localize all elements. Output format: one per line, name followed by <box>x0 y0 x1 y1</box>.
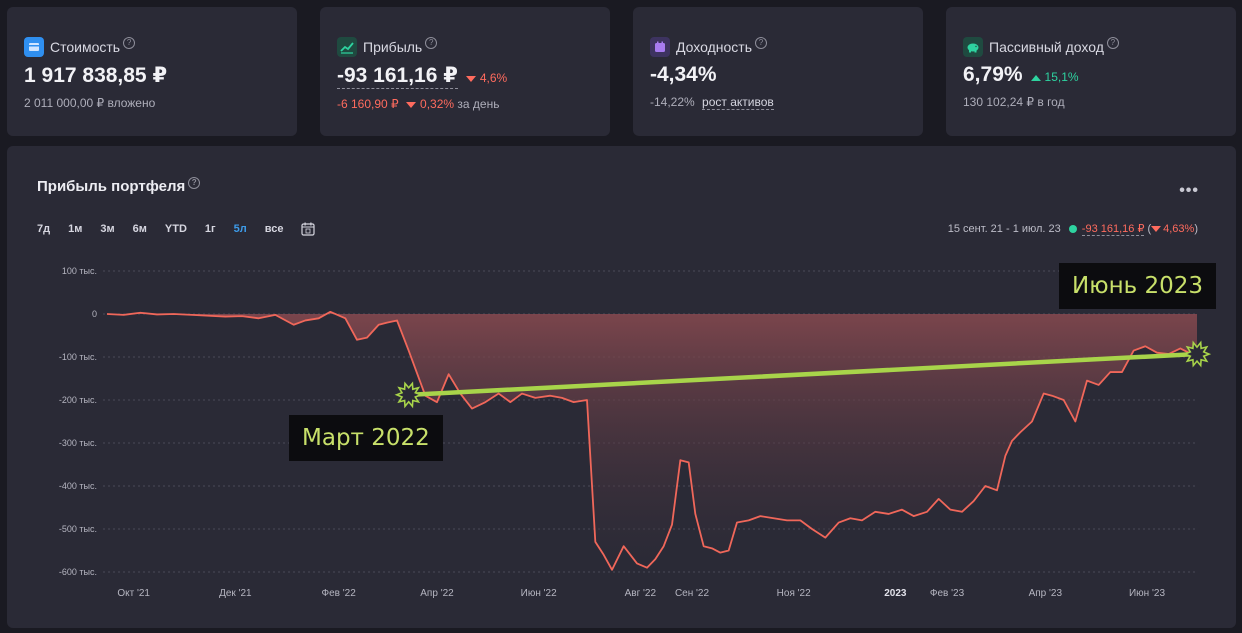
profit-amount[interactable]: -93 161,16 ₽ <box>337 64 458 89</box>
x-tick-label: Авг '22 <box>625 588 657 599</box>
x-tick-label: Фев '23 <box>930 588 965 599</box>
y-tick-label: -600 тыс. <box>59 567 97 577</box>
period-change: 4,63% <box>1163 223 1195 235</box>
card-yield: Доходность ? -4,34% -14,22% рост активов <box>633 7 923 136</box>
y-tick-label: -300 тыс. <box>59 438 97 448</box>
range-5y[interactable]: 5л <box>233 223 247 235</box>
range-1m[interactable]: 1м <box>68 223 83 235</box>
help-icon[interactable]: ? <box>188 176 201 189</box>
trend-end-marker <box>1182 340 1212 368</box>
x-tick-label: Июн '23 <box>1129 588 1165 599</box>
passive-income-yearly: 130 102,24 ₽ в год <box>963 95 1065 109</box>
passive-income-percent: 6,79% <box>963 63 1023 86</box>
y-tick-label: -400 тыс. <box>59 481 97 491</box>
passive-income-change-value: 15,1% <box>1044 70 1079 84</box>
asset-growth-link[interactable]: рост активов <box>702 95 774 110</box>
x-tick-label: 2023 <box>884 588 907 599</box>
chart-icon <box>337 37 357 57</box>
profit-change: 4,6% <box>465 71 508 85</box>
daily-change: -6 160,90 ₽ 0,32% за день <box>337 97 610 111</box>
profit-change-value: 4,6% <box>479 71 508 85</box>
annotation-start: Март 2022 <box>289 415 443 461</box>
panel-title-text: Прибыль портфеля <box>37 178 186 195</box>
trend-start-marker <box>394 381 423 409</box>
range-7d[interactable]: 7д <box>37 223 51 235</box>
panel-title: Прибыль портфеля ? <box>37 176 201 195</box>
daily-change-percent: 0,32% <box>406 97 454 111</box>
profit-area <box>107 311 1197 570</box>
period-summary: 15 сент. 21 - 1 июл. 23 -93 161,16 ₽ ( 4… <box>948 222 1198 236</box>
wallet-icon <box>24 37 44 57</box>
x-tick-label: Сен '22 <box>675 588 710 599</box>
period-profit[interactable]: -93 161,16 ₽ <box>1081 223 1145 236</box>
profit-line <box>106 310 1198 571</box>
y-tick-label: -100 тыс. <box>59 352 97 362</box>
period-change-close: ) <box>1194 223 1198 235</box>
profit-chart: 100 тыс. 0 -100 тыс. -200 тыс. -300 тыс. -400… <box>59 266 1212 599</box>
range-all[interactable]: все <box>264 223 284 235</box>
piggy-bank-icon <box>963 37 983 57</box>
period-change-open: ( <box>1147 223 1152 235</box>
portfolio-value: 1 917 838,85 ₽ <box>24 64 168 87</box>
period-range: 15 сент. 21 - 1 июл. 23 <box>947 223 1061 235</box>
help-icon[interactable]: ? <box>754 37 767 49</box>
annotation-end: Июнь 2023 <box>1059 263 1217 309</box>
help-icon[interactable]: ? <box>425 37 438 49</box>
card-label: Прибыль <box>363 39 423 55</box>
card-value: Стоимость ? 1 917 838,85 ₽ 2 011 000,00 … <box>7 7 297 136</box>
card-profit: Прибыль ? -93 161,16 ₽ 4,6% -6 160,90 ₽ … <box>320 7 610 136</box>
range-1y[interactable]: 1г <box>204 223 216 235</box>
help-icon[interactable]: ? <box>1106 37 1119 49</box>
trend-line <box>406 351 1200 398</box>
triangle-down-icon <box>465 76 476 82</box>
range-3m[interactable]: 3м <box>100 223 115 235</box>
asset-growth-value: -14,22% <box>650 95 695 109</box>
y-tick-label: -500 тыс. <box>59 524 97 534</box>
card-label: Доходность <box>676 39 752 55</box>
triangle-up-icon <box>1030 75 1041 81</box>
y-tick-label: -200 тыс. <box>59 395 97 405</box>
range-selector: 7д 1м 3м 6м YTD 1г 5л все <box>37 222 316 236</box>
daily-change-suffix: за день <box>457 97 500 111</box>
daily-change-amount: -6 160,90 ₽ <box>337 97 399 111</box>
profit-value: -93 161,16 ₽ 4,6% <box>337 63 610 89</box>
card-label: Пассивный доход <box>989 39 1104 55</box>
portfolio-profit-panel: 100 тыс. 0 -100 тыс. -200 тыс. -300 тыс. -400… <box>7 146 1236 628</box>
yield-sub: -14,22% рост активов <box>650 95 923 110</box>
x-tick-label: Фев '22 <box>322 588 357 599</box>
calendar-picker-icon[interactable] <box>301 222 316 236</box>
help-icon[interactable]: ? <box>123 37 136 49</box>
x-tick-label: Апр '23 <box>1029 588 1063 599</box>
invested-amount: 2 011 000,00 ₽ вложено <box>24 96 156 110</box>
passive-income-value: 6,79% 15,1% <box>963 63 1236 87</box>
x-tick-label: Дек '21 <box>219 588 252 599</box>
status-dot-icon <box>1068 225 1077 233</box>
daily-change-percent-value: 0,32% <box>420 97 455 111</box>
more-menu-icon[interactable]: ••• <box>1179 182 1199 199</box>
calendar-icon <box>650 37 670 57</box>
triangle-down-icon <box>1151 226 1162 232</box>
y-tick-label: 100 тыс. <box>62 266 97 276</box>
triangle-down-icon <box>406 102 417 108</box>
x-tick-label: Апр '22 <box>420 588 454 599</box>
passive-income-change: 15,1% <box>1030 70 1079 84</box>
range-ytd[interactable]: YTD <box>164 223 187 235</box>
x-tick-label: Ноя '22 <box>777 588 811 599</box>
yield-value: -4,34% <box>650 63 717 86</box>
x-tick-label: Июн '22 <box>521 588 557 599</box>
card-label: Стоимость <box>50 39 121 55</box>
range-6m[interactable]: 6м <box>132 223 147 235</box>
x-tick-label: Окт '21 <box>117 588 150 599</box>
card-passive-income: Пассивный доход ? 6,79% 15,1% 130 102,24… <box>946 7 1236 136</box>
y-tick-label: 0 <box>92 309 97 319</box>
